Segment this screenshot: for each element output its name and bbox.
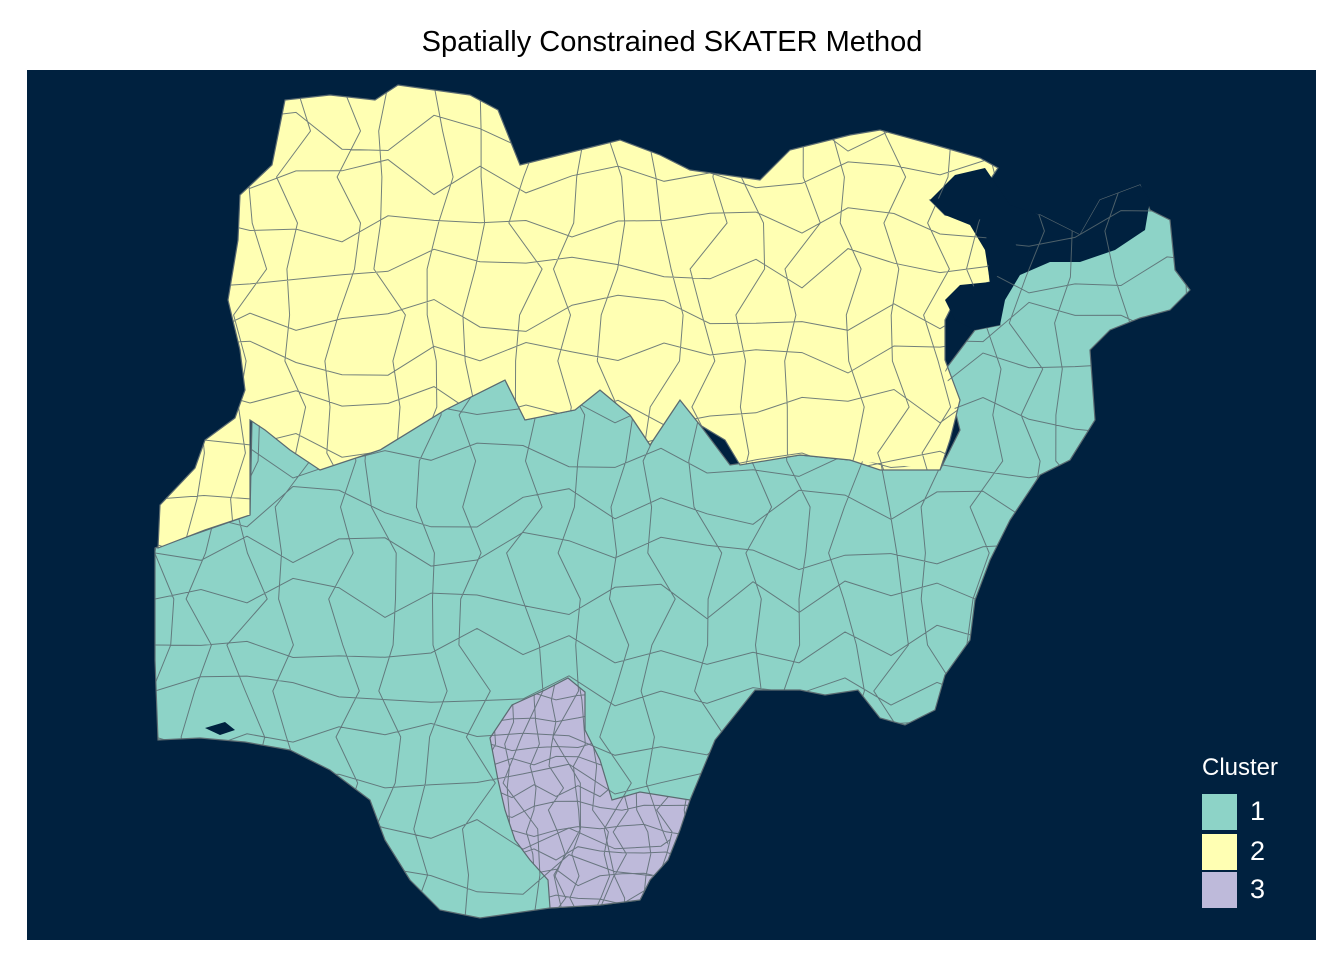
legend-swatch-2 [1202,834,1237,870]
legend-title: Cluster [1201,754,1279,781]
legend-swatch-1 [1202,794,1237,830]
lake-chad-water [930,168,1150,330]
map-title: Spatially Constrained SKATER Method [421,26,923,58]
choropleth-map [27,70,1316,940]
legend-swatch-3 [1202,872,1237,908]
map-panel [27,70,1316,940]
legend-label-2: 2 [1250,836,1266,866]
legend-item-cluster-2: 2 [1202,834,1302,870]
legend-label-1: 1 [1250,796,1266,826]
lagos-lagoon-water [205,722,235,735]
legend-label-3: 3 [1250,874,1266,904]
legend-item-cluster-3: 3 [1202,872,1302,908]
cluster-3-region[interactable] [489,677,691,909]
legend-item-cluster-1: 1 [1202,794,1302,830]
